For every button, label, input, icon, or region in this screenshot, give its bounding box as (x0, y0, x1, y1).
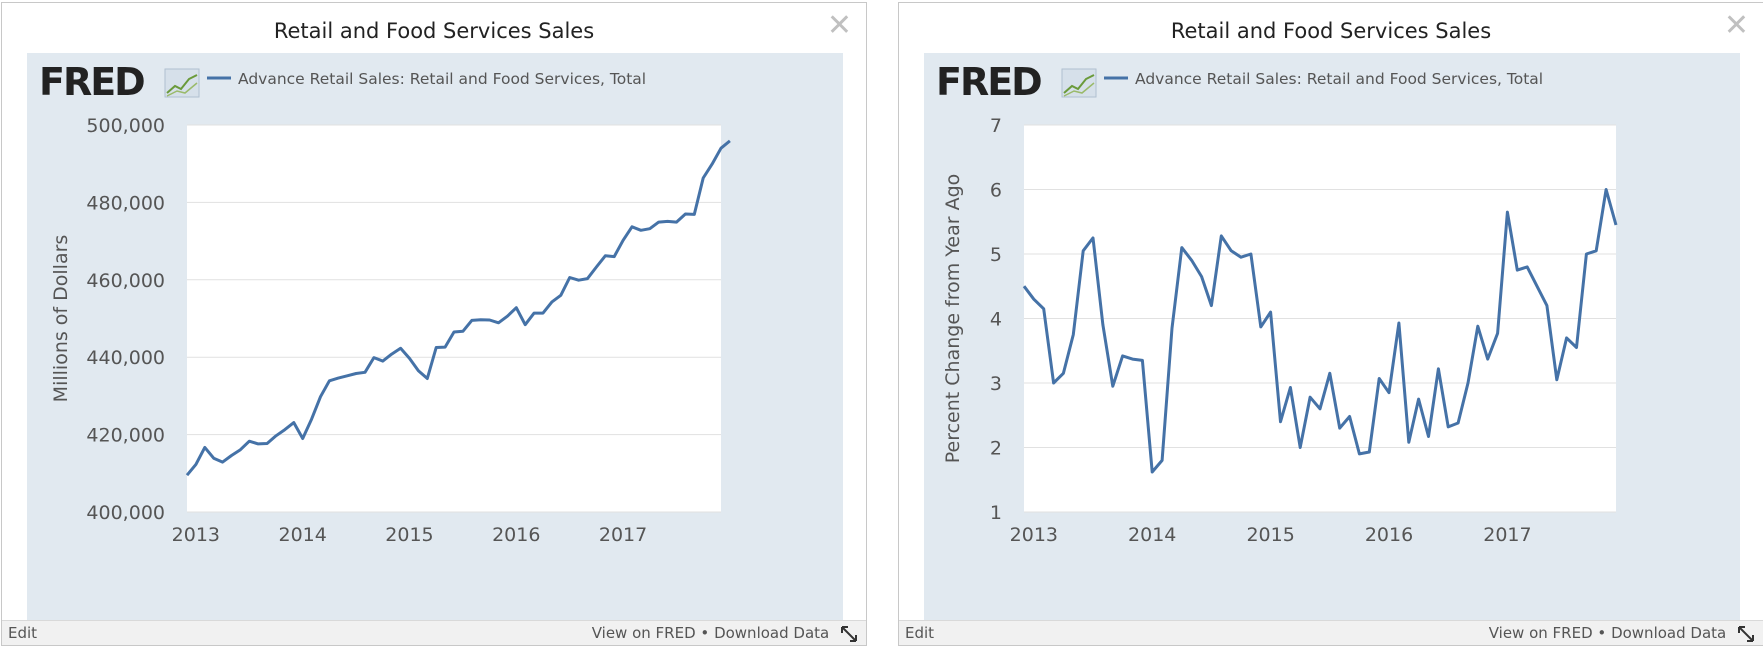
fred-chart-icon-line (1063, 82, 1095, 97)
footer-links: View on FRED • Download Data (592, 624, 858, 643)
y-tick-label: 440,000 (86, 347, 165, 369)
legend: Advance Retail Sales: Retail and Food Se… (1104, 70, 1543, 88)
x-tick-label: 2014 (1128, 524, 1176, 546)
y-tick-label: 420,000 (86, 425, 165, 447)
close-icon[interactable]: ✕ (1723, 8, 1749, 43)
widget-footer: Edit View on FRED • Download Data (899, 620, 1763, 645)
download-data-link[interactable]: Download Data (1611, 624, 1727, 642)
separator: • (700, 624, 710, 642)
close-icon[interactable]: ✕ (826, 8, 852, 43)
widget-title: Retail and Food Services Sales (1170, 19, 1492, 43)
y-tick-label: 500,000 (86, 115, 165, 137)
fred-logo: FRED (39, 60, 200, 104)
x-tick-label: 2017 (1483, 524, 1531, 546)
y-tick-label: 7 (990, 115, 1002, 137)
legend: Advance Retail Sales: Retail and Food Se… (207, 70, 646, 88)
x-tick-label: 2016 (492, 524, 540, 546)
footer-links: View on FRED • Download Data (1489, 624, 1755, 643)
fred-chart-icon-line (166, 74, 198, 94)
legend-label: Advance Retail Sales: Retail and Food Se… (238, 70, 646, 88)
y-axis-label: Percent Change from Year Ago (942, 174, 964, 464)
series-line (185, 139, 731, 477)
y-tick-label: 2 (990, 438, 1002, 460)
y-tick-label: 4 (990, 309, 1002, 331)
chart-widget-right: Retail and Food Services Sales ✕ FRED Adv… (898, 2, 1763, 646)
graph-area: FRED Advance Retail Sales: Retail and Foo… (924, 53, 1740, 621)
graph-area: FRED Advance Retail Sales: Retail and Foo… (27, 53, 843, 621)
chart-widget-left: Retail and Food Services Sales ✕ FRED Adv… (1, 2, 867, 646)
x-tick-label: 2015 (1246, 524, 1294, 546)
fred-chart-icon-line (166, 82, 198, 97)
y-tick-label: 1 (990, 502, 1002, 524)
line-chart: FRED Advance Retail Sales: Retail and Foo… (936, 60, 1618, 546)
x-tick-label: 2015 (385, 524, 433, 546)
y-tick-label: 3 (990, 373, 1002, 395)
resize-icon[interactable] (1737, 625, 1755, 643)
line-chart: FRED Advance Retail Sales: Retail and Foo… (39, 60, 731, 546)
fred-wordmark: FRED (39, 60, 144, 104)
fred-wordmark: FRED (936, 60, 1041, 104)
series-line (1022, 188, 1618, 474)
x-tick-label: 2014 (278, 524, 326, 546)
view-on-fred-link[interactable]: View on FRED (1488, 624, 1593, 642)
edit-link[interactable]: Edit (905, 624, 935, 642)
fred-logo: FRED (936, 60, 1097, 104)
x-tick-label: 2013 (1010, 524, 1058, 546)
y-tick-label: 480,000 (86, 192, 165, 214)
legend-label: Advance Retail Sales: Retail and Food Se… (1135, 70, 1543, 88)
x-tick-label: 2013 (172, 524, 220, 546)
y-tick-label: 400,000 (86, 502, 165, 524)
y-tick-label: 5 (990, 244, 1002, 266)
fred-chart-icon-line (1063, 74, 1095, 94)
y-tick-label: 460,000 (86, 270, 165, 292)
widget-footer: Edit View on FRED • Download Data (2, 620, 866, 645)
x-tick-label: 2016 (1365, 524, 1413, 546)
y-axis-label: Millions of Dollars (50, 235, 72, 403)
download-data-link[interactable]: Download Data (714, 624, 830, 642)
x-tick-label: 2017 (599, 524, 647, 546)
resize-icon[interactable] (840, 625, 858, 643)
separator: • (1597, 624, 1607, 642)
widget-title: Retail and Food Services Sales (273, 19, 595, 43)
y-tick-label: 6 (990, 180, 1002, 202)
plot-area (187, 125, 721, 512)
view-on-fred-link[interactable]: View on FRED (591, 624, 696, 642)
edit-link[interactable]: Edit (8, 624, 38, 642)
